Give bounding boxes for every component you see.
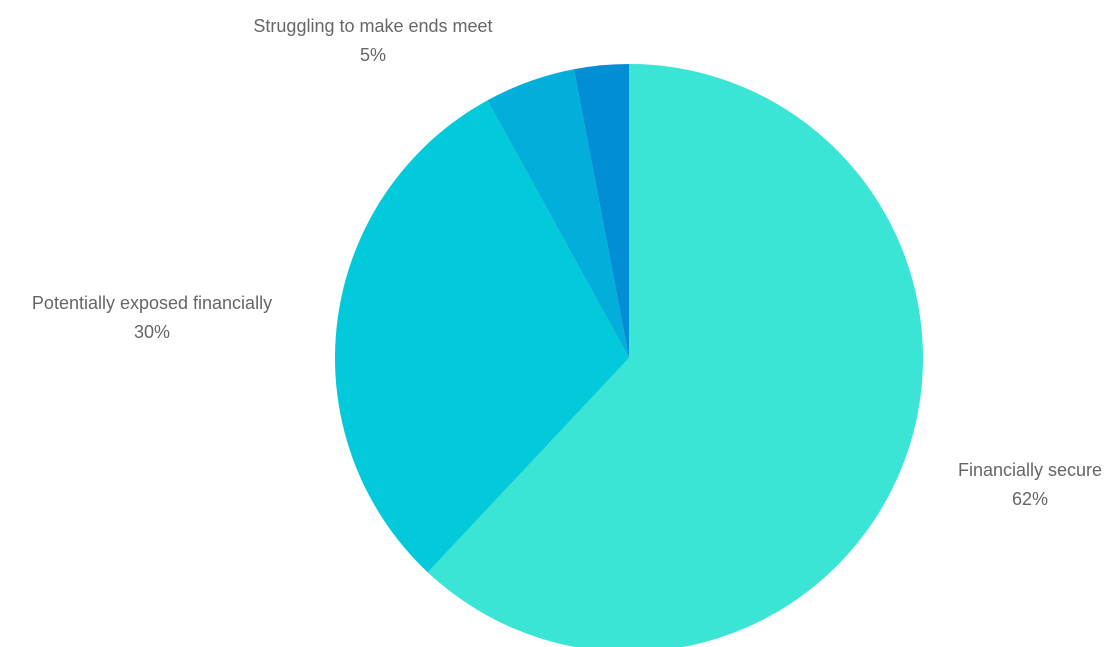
- slice-value-potentially-exposed: 30%: [134, 322, 170, 342]
- slice-label-struggling: Struggling to make ends meet: [253, 16, 492, 36]
- pie-labels: Financially secure 62% Potentially expos…: [32, 16, 1102, 509]
- pie-slice-financially-secure-0: [427, 64, 923, 647]
- slice-label-financially-secure: Financially secure: [958, 460, 1102, 480]
- slice-value-financially-secure: 62%: [1012, 489, 1048, 509]
- slice-value-struggling: 5%: [360, 45, 386, 65]
- pie-slice-unlabeled-3: [573, 64, 629, 358]
- pie-slice-struggling-to-make-ends-meet-2: [487, 69, 629, 359]
- pie-slice-potentially-exposed-financially-1: [334, 100, 629, 573]
- slice-label-potentially-exposed: Potentially exposed financially: [32, 293, 272, 313]
- pie-slices: [334, 64, 923, 647]
